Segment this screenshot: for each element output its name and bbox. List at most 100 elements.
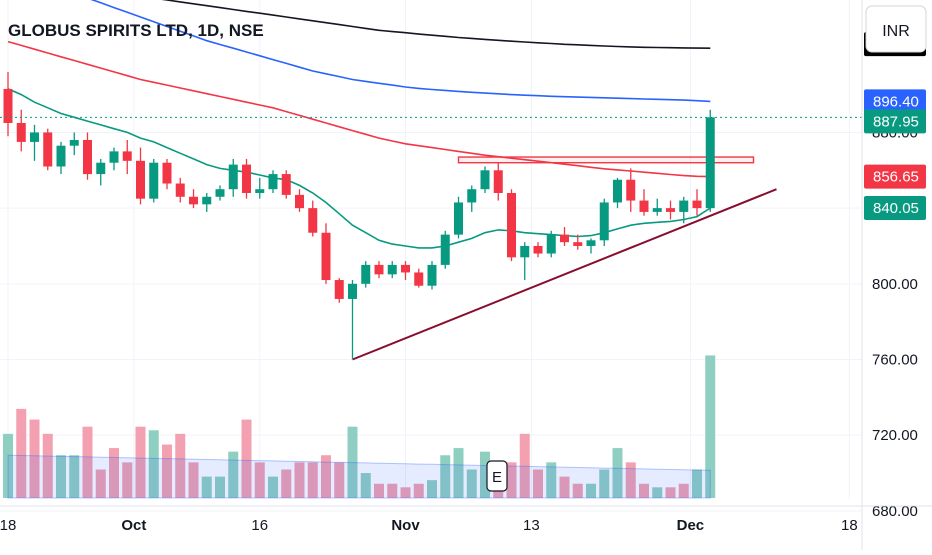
volume-bar [254,462,265,498]
resistance-zone [457,156,755,164]
candles [3,71,715,360]
ma-blue-line [90,0,711,103]
candle-body [348,283,357,299]
price-label-ma-blue-text: 896.40 [873,93,919,110]
candle-body [387,264,397,275]
candle-body [189,196,198,205]
price-axis-tick-label: 680.00 [872,503,918,520]
ma-black-line [161,0,711,49]
volume-bar [56,455,66,498]
candle-body [692,200,702,209]
volume-bar [135,426,146,498]
volume-bar [639,483,649,498]
volume-bar [29,419,40,498]
candle-body [427,264,437,286]
volume-bar [188,462,199,498]
chart-title: GLOBUS SPIRITS LTD, 1D, NSE [8,21,264,40]
time-axis[interactable]: 18 Oct 16 Nov 13 Dec 18 [0,505,932,534]
support-trendline [352,188,777,361]
earnings-marker-box[interactable] [486,460,508,492]
price-label-ma-red [864,164,926,189]
volume-bar [400,487,411,498]
trendline [352,188,777,361]
time-axis-tick-label: 18 [0,517,16,534]
candle-body [467,189,477,203]
candle-body [334,280,344,299]
time-axis-tick-label: Oct [121,517,146,534]
volume-bar [268,476,278,498]
time-axis-tick-label: 13 [523,517,540,534]
volume-bar [3,433,13,498]
volume-bar [42,433,53,498]
volume-bar [440,455,451,498]
volume-bar [215,476,225,498]
candle-body [30,132,39,142]
volume-bar [241,419,252,498]
price-axis-tick-label: 760.00 [872,351,918,368]
candle-body [652,208,662,212]
volume-bar [201,476,212,498]
volume-bar [506,462,517,498]
volume-bar [625,462,636,498]
price-label-ma-green [864,196,926,221]
candle-body [3,88,13,123]
price-label-ma-green-text: 840.05 [873,200,919,217]
price-axis-tick-label: 720.00 [872,427,918,444]
candle-body [705,117,715,209]
volume-bar [533,469,543,498]
time-axis-tick-label: Nov [391,517,420,534]
candle-body [626,179,636,201]
volume-bar [519,433,530,498]
resistance-zone-box [457,156,755,164]
currency-button-label[interactable]: INR [882,23,910,40]
candle-body [520,245,530,258]
candle-body [374,264,384,275]
earnings-marker[interactable]: E [486,460,508,492]
candle-body [546,234,556,254]
volume-bar [466,469,477,498]
candle-body [440,234,450,265]
volume-bar [16,408,27,498]
volume-bar [122,462,133,498]
volume-bar [427,480,437,498]
candle-body [613,179,622,203]
candle-body [454,202,463,235]
volume-bar [228,451,239,498]
candle-body [639,200,649,212]
volume-bar [652,487,663,498]
candle-body [599,202,609,241]
ma-green-line [7,88,711,249]
volume-bar [321,455,331,498]
volume-ma-band [7,454,711,499]
candle-body [308,208,318,233]
volume-bars [3,355,716,499]
candle-body [215,189,225,197]
candle-body [83,140,92,175]
volume-bar [69,455,80,498]
candle-body [268,174,278,190]
earnings-marker-label[interactable]: E [492,469,502,486]
price-label-last-price-text: 887.95 [873,113,919,130]
currency-button-box[interactable] [865,5,927,53]
candle-body [242,164,251,193]
volume-bar [612,448,623,498]
candle-body [401,264,410,273]
candle-body [228,164,238,190]
candle-body [533,245,543,254]
volume-bar [294,462,305,498]
volume-bar [374,483,384,498]
volume-bar [480,451,490,498]
time-axis-tick-label: 16 [251,517,268,534]
candle-body [295,194,304,209]
candle-body [136,160,145,199]
candle-body [281,174,291,195]
volume-bar [678,483,689,498]
currency-button[interactable]: INR [865,5,927,53]
volume-bar [453,448,464,498]
candle-body [96,162,106,175]
candle-body [149,162,159,199]
volume-bar [95,469,106,498]
